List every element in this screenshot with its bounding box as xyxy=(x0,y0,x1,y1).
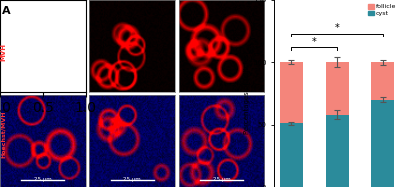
Bar xyxy=(280,62,303,123)
Text: 25 μm: 25 μm xyxy=(212,177,230,182)
Y-axis label: Percentages of follicles: Percentages of follicles xyxy=(244,53,250,134)
Bar xyxy=(371,62,394,100)
Text: Hoechst/MVH: Hoechst/MVH xyxy=(0,111,6,158)
Text: MVH: MVH xyxy=(0,43,6,61)
Text: 25 μm: 25 μm xyxy=(123,177,141,182)
Bar xyxy=(371,100,394,187)
Bar xyxy=(326,62,348,115)
Text: 25 μm: 25 μm xyxy=(34,177,52,182)
Bar xyxy=(280,123,303,187)
Text: A: A xyxy=(2,6,11,16)
Bar xyxy=(326,115,348,187)
Legend: follicle, cyst: follicle, cyst xyxy=(368,3,397,17)
Text: *: * xyxy=(312,37,316,47)
Text: *: * xyxy=(335,23,340,33)
